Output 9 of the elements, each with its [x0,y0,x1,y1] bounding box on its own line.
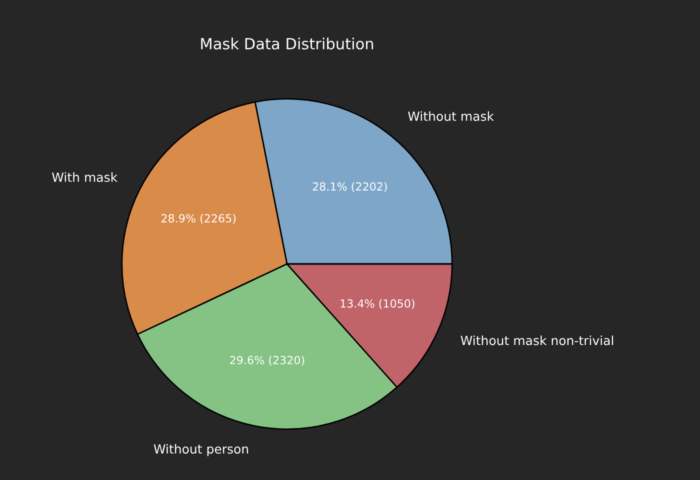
data-label: 13.4% (1050) [340,299,414,310]
slice-label: With mask [52,172,118,182]
slice-label: Without mask non-trivial [460,336,614,346]
chart-title: Mask Data Distribution [201,38,374,50]
data-label: 28.1% (2202) [312,182,387,192]
slice-label: Without person [154,444,248,456]
slice-label: Without mask [408,111,494,121]
data-label: 28.9% (2265) [162,214,236,224]
data-label: 29.6% (2320) [230,356,304,366]
